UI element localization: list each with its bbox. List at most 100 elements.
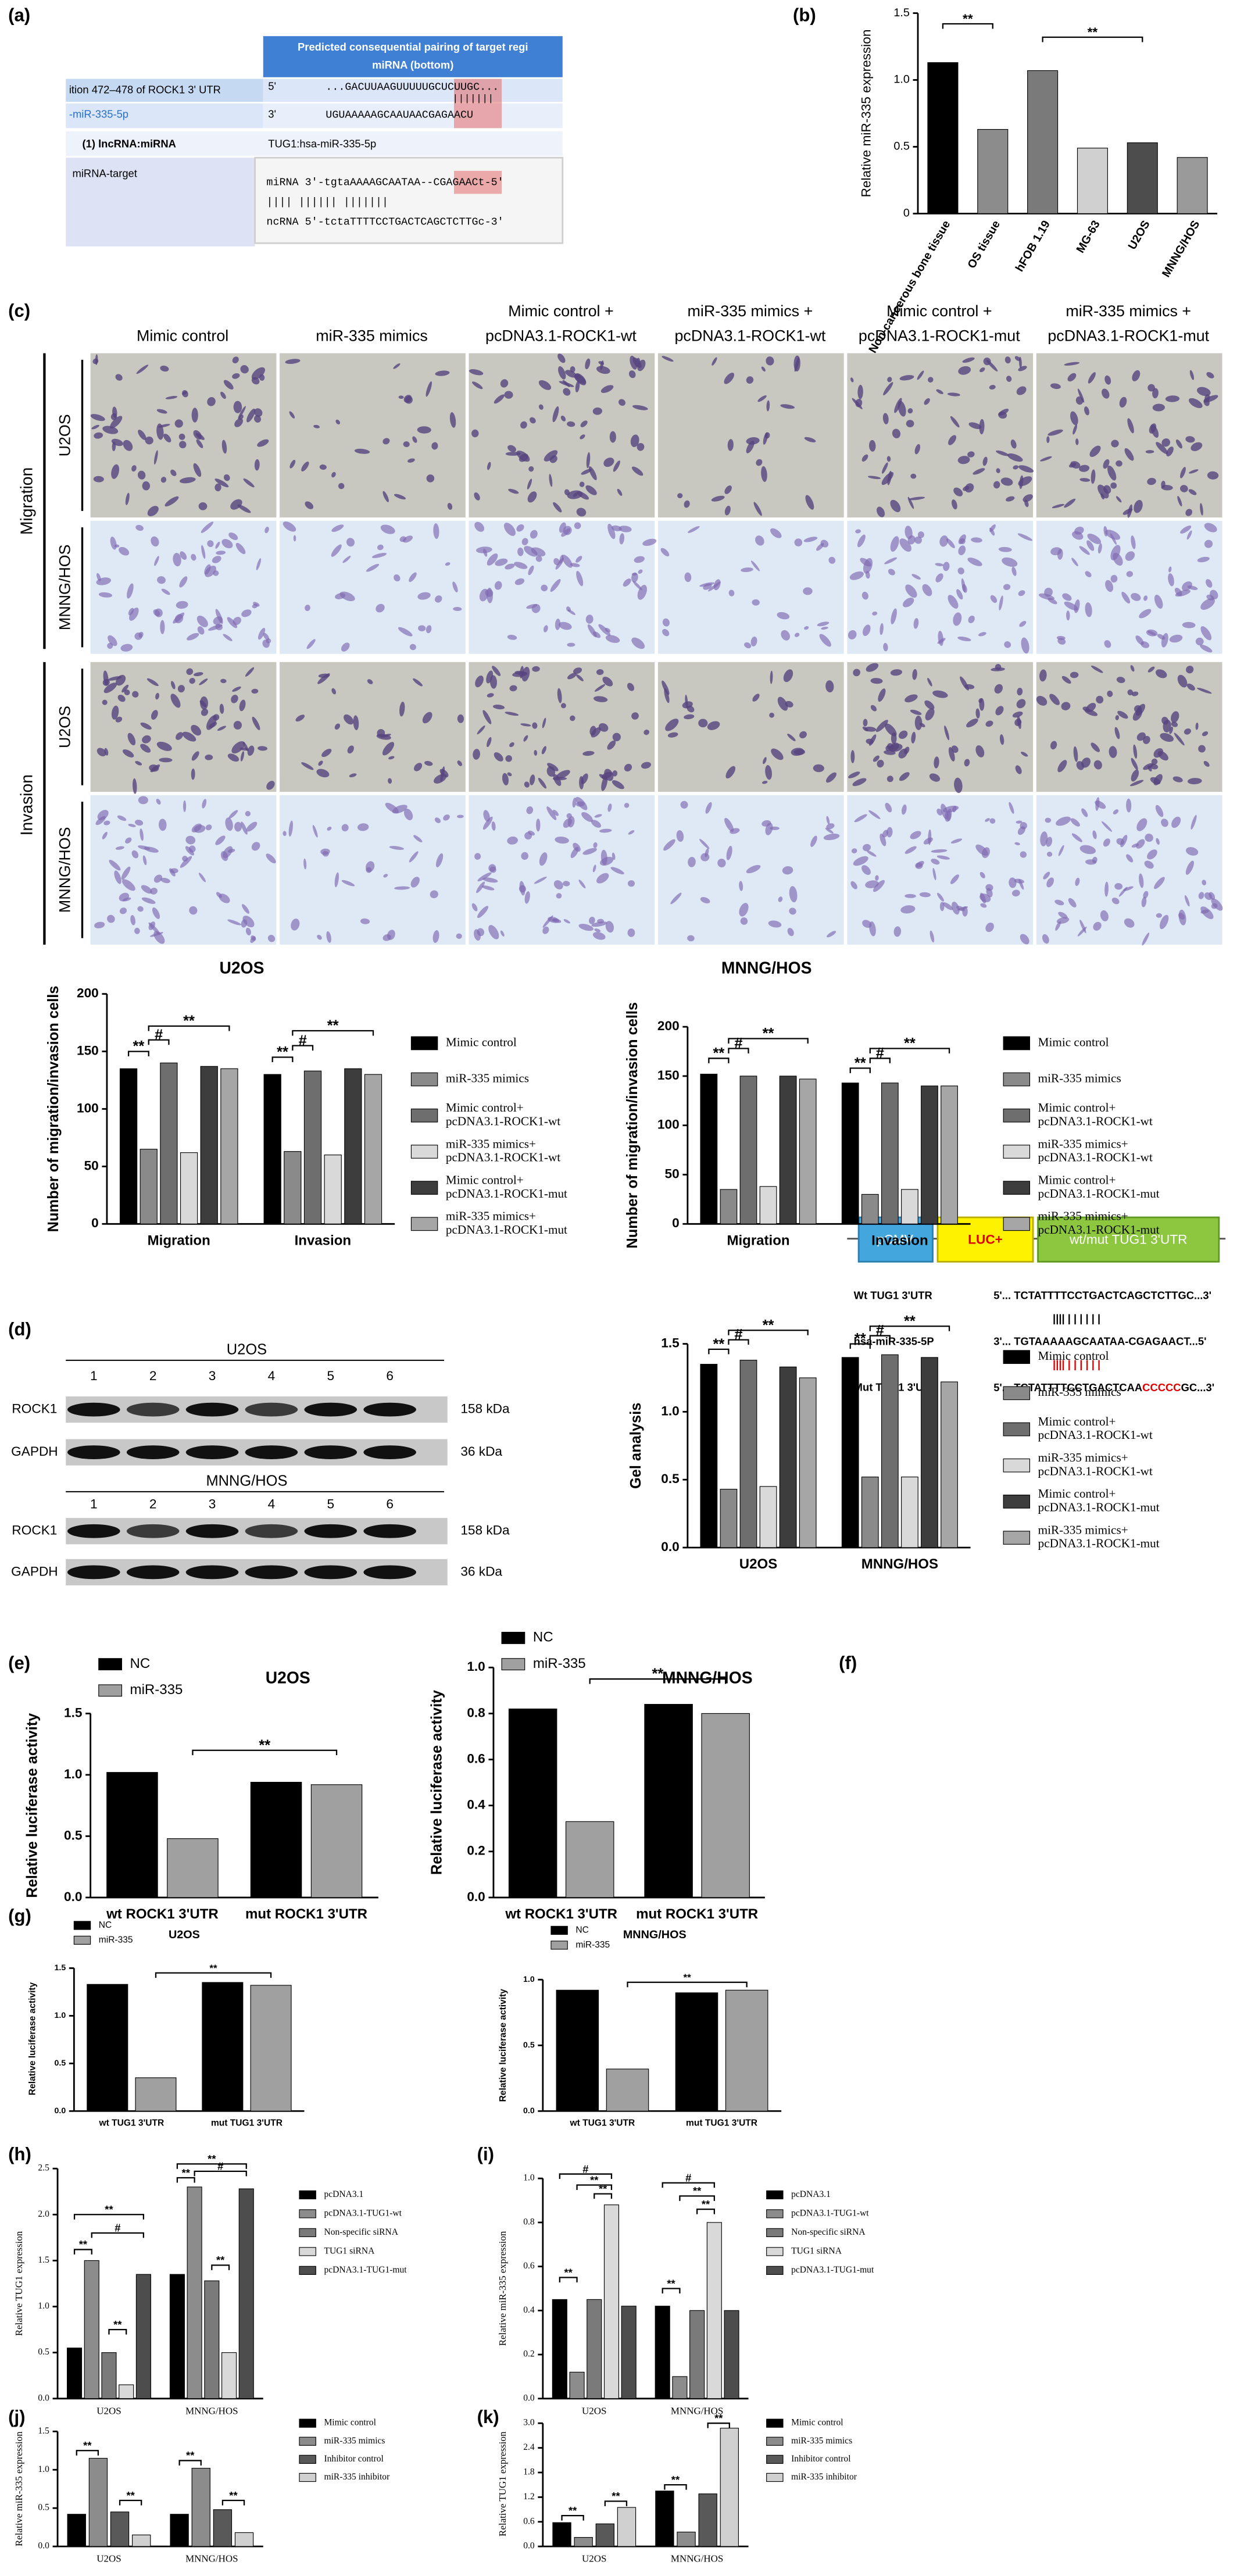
legend-swatch bbox=[299, 2228, 316, 2238]
cell bbox=[1017, 826, 1026, 835]
band bbox=[245, 1445, 298, 1459]
cell bbox=[1200, 906, 1214, 920]
cell bbox=[914, 715, 923, 730]
bar bbox=[344, 1068, 362, 1224]
cell bbox=[473, 749, 480, 760]
cell bbox=[555, 619, 561, 630]
cell bbox=[804, 437, 816, 442]
cell bbox=[676, 830, 684, 842]
cell bbox=[876, 506, 885, 517]
cell bbox=[516, 451, 530, 462]
cell bbox=[492, 666, 501, 676]
cell bbox=[1095, 801, 1106, 809]
cell bbox=[514, 578, 525, 585]
legend-swatch bbox=[501, 1658, 525, 1671]
bar bbox=[565, 1821, 614, 1898]
cell bbox=[1121, 591, 1131, 604]
legend-label: Mimic control+ pcDNA3.1-ROCK1-mut bbox=[1038, 1487, 1160, 1514]
significance-bracket bbox=[148, 1025, 230, 1031]
cell bbox=[293, 535, 296, 542]
cell bbox=[1058, 845, 1064, 856]
cell bbox=[619, 533, 625, 545]
cell bbox=[1079, 478, 1091, 482]
cell bbox=[234, 418, 244, 427]
cell bbox=[599, 774, 608, 780]
cell bbox=[1058, 912, 1068, 919]
cell bbox=[1075, 438, 1079, 445]
cell bbox=[500, 379, 509, 388]
cell bbox=[878, 688, 886, 702]
panel-label: (f) bbox=[839, 1653, 857, 1673]
cell bbox=[950, 838, 963, 844]
cell bbox=[509, 742, 514, 748]
cell bbox=[805, 495, 814, 510]
significance-label: # bbox=[115, 2222, 120, 2234]
significance-bracket bbox=[728, 1038, 809, 1044]
cell bbox=[366, 867, 372, 873]
cell bbox=[924, 398, 930, 405]
column-header: pcDNA3.1-ROCK1-wt bbox=[485, 327, 637, 344]
cell bbox=[1024, 499, 1029, 508]
cell bbox=[243, 478, 255, 488]
header-bg bbox=[263, 36, 563, 77]
legend-line: pcDNA3.1-ROCK1-mut bbox=[1038, 1223, 1160, 1237]
cell bbox=[528, 830, 535, 836]
cell bbox=[108, 676, 122, 681]
bar bbox=[180, 1152, 198, 1224]
cell bbox=[306, 639, 316, 649]
cell bbox=[575, 674, 584, 681]
x-tick-label: MG-63 bbox=[1074, 219, 1102, 255]
cell bbox=[399, 536, 406, 542]
significance-label: ** bbox=[83, 2439, 92, 2452]
cell bbox=[103, 820, 110, 826]
panel-label: (g) bbox=[8, 1906, 31, 1926]
cell bbox=[134, 819, 144, 826]
cell bbox=[643, 730, 650, 735]
cell bbox=[887, 377, 892, 383]
cell bbox=[1143, 891, 1149, 899]
cell bbox=[1075, 877, 1080, 886]
column-header: Mimic control bbox=[137, 327, 228, 344]
cell bbox=[932, 868, 936, 881]
cell bbox=[889, 742, 899, 752]
cell bbox=[1018, 590, 1025, 596]
legend-label: Inhibitor control bbox=[324, 2454, 384, 2464]
y-tick-label: 2.0 bbox=[38, 2209, 49, 2219]
cell bbox=[581, 812, 593, 822]
cell bbox=[156, 409, 167, 414]
x-tick-label: wt ROCK1 3'UTR bbox=[106, 1906, 219, 1922]
significance-bracket bbox=[91, 2232, 145, 2238]
cell bbox=[1103, 526, 1108, 537]
cell bbox=[848, 630, 857, 639]
significance-label: ** bbox=[208, 2153, 216, 2165]
x-tick-label: hFOB 1.19 bbox=[1013, 219, 1053, 274]
cell bbox=[989, 385, 996, 390]
sequence-part: GC...3' bbox=[1181, 1381, 1215, 1394]
cell bbox=[494, 752, 503, 762]
cell bbox=[753, 502, 762, 516]
significance-bracket bbox=[869, 1335, 891, 1341]
cell bbox=[886, 776, 893, 783]
legend-swatch bbox=[299, 2454, 316, 2464]
cell bbox=[138, 631, 144, 638]
legend-swatch bbox=[766, 2454, 784, 2464]
cell bbox=[409, 644, 416, 651]
cell bbox=[344, 714, 354, 725]
cell bbox=[142, 481, 151, 491]
y-tick-label: 0.6 bbox=[467, 1752, 485, 1766]
cell bbox=[952, 499, 957, 510]
cell bbox=[246, 408, 256, 423]
band bbox=[126, 1565, 180, 1580]
cell bbox=[724, 373, 735, 384]
cell bbox=[699, 838, 710, 849]
cell bbox=[541, 584, 548, 592]
cell bbox=[217, 726, 227, 731]
cell bbox=[935, 573, 943, 583]
bar bbox=[101, 2352, 117, 2399]
cell bbox=[1131, 535, 1136, 549]
cell bbox=[289, 459, 296, 469]
significance-label: ** bbox=[183, 1013, 195, 1030]
cell bbox=[102, 831, 108, 839]
significance-label: # bbox=[299, 1032, 307, 1049]
legend-line: Mimic control+ bbox=[1038, 1173, 1116, 1187]
